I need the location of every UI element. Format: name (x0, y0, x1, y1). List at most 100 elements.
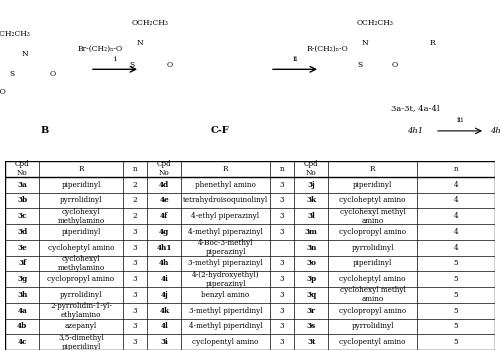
Text: 3,5-dimethyl
piperidinyl: 3,5-dimethyl piperidinyl (58, 334, 104, 350)
Text: 3: 3 (280, 196, 284, 204)
Text: 2: 2 (132, 196, 137, 204)
Text: 3l: 3l (308, 212, 315, 220)
Text: 3m: 3m (305, 228, 318, 236)
Text: 3e: 3e (18, 244, 27, 252)
Text: cycloheptyl amino: cycloheptyl amino (340, 275, 406, 283)
Text: S: S (10, 70, 15, 78)
Text: 3h: 3h (17, 291, 28, 299)
Text: 3d: 3d (17, 228, 28, 236)
Text: 5: 5 (454, 322, 458, 330)
Text: 4-Boc-3-methyl
piperazinyl: 4-Boc-3-methyl piperazinyl (198, 239, 254, 256)
Text: cyclohexyl
methylamino: cyclohexyl methylamino (58, 208, 104, 225)
Text: 4d: 4d (159, 181, 170, 189)
Text: S: S (130, 61, 135, 69)
Text: cyclohexyl
methylamino: cyclohexyl methylamino (58, 255, 104, 272)
Text: 3: 3 (132, 291, 137, 299)
Text: 4l: 4l (160, 322, 168, 330)
Text: 3t: 3t (307, 338, 316, 346)
Text: 3: 3 (280, 338, 284, 346)
Text: 5: 5 (454, 259, 458, 267)
Text: 3-methyl piperazinyl: 3-methyl piperazinyl (188, 259, 263, 267)
Text: 4e: 4e (160, 196, 169, 204)
Text: 3: 3 (132, 259, 137, 267)
Text: cycloheptyl amino: cycloheptyl amino (48, 244, 114, 252)
Text: 5: 5 (454, 291, 458, 299)
Text: 3c: 3c (18, 212, 27, 220)
Text: 3: 3 (280, 181, 284, 189)
Text: 4k: 4k (159, 307, 170, 315)
Text: R-(CH₂)ₙ-O: R-(CH₂)ₙ-O (306, 45, 348, 53)
Text: 3o: 3o (306, 259, 316, 267)
Text: N: N (362, 39, 368, 47)
Text: 4h1: 4h1 (156, 244, 172, 252)
Text: 4-methyl piperidinyl: 4-methyl piperidinyl (188, 322, 262, 330)
Text: n: n (132, 165, 137, 173)
Text: 3i: 3i (160, 338, 168, 346)
Text: OCH₂CH₃: OCH₂CH₃ (0, 30, 31, 38)
Text: 3: 3 (132, 307, 137, 315)
Text: 3a-3t, 4a-4l: 3a-3t, 4a-4l (390, 104, 440, 112)
Text: 5: 5 (454, 307, 458, 315)
Text: 4b: 4b (17, 322, 28, 330)
Text: 3a: 3a (17, 181, 27, 189)
Text: pyrrolidinyl: pyrrolidinyl (352, 322, 394, 330)
Text: B: B (41, 126, 49, 135)
Text: 4-ethyl piperazinyl: 4-ethyl piperazinyl (192, 212, 260, 220)
Text: 3: 3 (280, 228, 284, 236)
Text: 3j: 3j (308, 181, 315, 189)
Text: cyclohexyl methyl
amino: cyclohexyl methyl amino (340, 208, 406, 225)
Text: 3q: 3q (306, 291, 316, 299)
Text: S: S (358, 61, 362, 69)
Text: cyclopropyl amino: cyclopropyl amino (48, 275, 114, 283)
Text: 3: 3 (280, 322, 284, 330)
Text: 4: 4 (454, 228, 458, 236)
Text: R: R (78, 165, 84, 173)
Text: 4: 4 (454, 196, 458, 204)
Text: 2-pyrrolidin-1-yl-
ethylamino: 2-pyrrolidin-1-yl- ethylamino (50, 302, 112, 319)
Text: 4c: 4c (18, 338, 27, 346)
Text: n: n (454, 165, 458, 173)
Text: Br-(CH₂)ₙ-O: Br-(CH₂)ₙ-O (78, 45, 122, 53)
Text: pyrrolidinyl: pyrrolidinyl (60, 291, 102, 299)
Text: OCH₂CH₃: OCH₂CH₃ (132, 19, 168, 27)
Text: 4-methyl piperazinyl: 4-methyl piperazinyl (188, 228, 263, 236)
Text: 4h1: 4h1 (407, 127, 423, 135)
Text: 2: 2 (132, 181, 137, 189)
Text: R: R (223, 165, 228, 173)
Text: 3: 3 (132, 338, 137, 346)
Text: pyrrolidinyl: pyrrolidinyl (60, 196, 102, 204)
Text: 3k: 3k (306, 196, 316, 204)
Text: piperidinyl: piperidinyl (353, 259, 392, 267)
Text: piperidinyl: piperidinyl (353, 181, 392, 189)
Text: iii: iii (456, 116, 464, 124)
Text: 3-methyl piperidinyl: 3-methyl piperidinyl (188, 307, 262, 315)
Text: 3: 3 (132, 228, 137, 236)
Text: 4i: 4i (160, 275, 168, 283)
Text: 3: 3 (132, 322, 137, 330)
Text: i: i (114, 55, 116, 63)
Text: azepanyl: azepanyl (65, 322, 97, 330)
Text: O: O (392, 61, 398, 69)
Text: C-F: C-F (210, 126, 230, 135)
Text: 4-(2-hydroxyethyl)
piperazinyl: 4-(2-hydroxyethyl) piperazinyl (192, 271, 260, 288)
Text: cyclohexyl methyl
amino: cyclohexyl methyl amino (340, 286, 406, 303)
Text: HO: HO (0, 89, 6, 96)
Text: Cpd
No: Cpd No (304, 160, 318, 177)
Text: 4h: 4h (159, 259, 170, 267)
Text: tetrahydroisoquinolinyl: tetrahydroisoquinolinyl (183, 196, 268, 204)
Text: 3s: 3s (306, 322, 316, 330)
Text: cyclopropyl amino: cyclopropyl amino (339, 228, 406, 236)
Text: piperidinyl: piperidinyl (62, 228, 100, 236)
Text: 5: 5 (454, 338, 458, 346)
Text: 4h: 4h (490, 127, 500, 135)
Text: n: n (280, 165, 284, 173)
Text: 4: 4 (454, 212, 458, 220)
Text: 4f: 4f (160, 212, 168, 220)
Text: N: N (22, 50, 29, 58)
Text: N: N (136, 39, 143, 47)
Text: 4a: 4a (17, 307, 27, 315)
Text: 3: 3 (280, 307, 284, 315)
Text: 3b: 3b (17, 196, 28, 204)
Text: 4: 4 (454, 181, 458, 189)
Text: 2: 2 (132, 212, 137, 220)
